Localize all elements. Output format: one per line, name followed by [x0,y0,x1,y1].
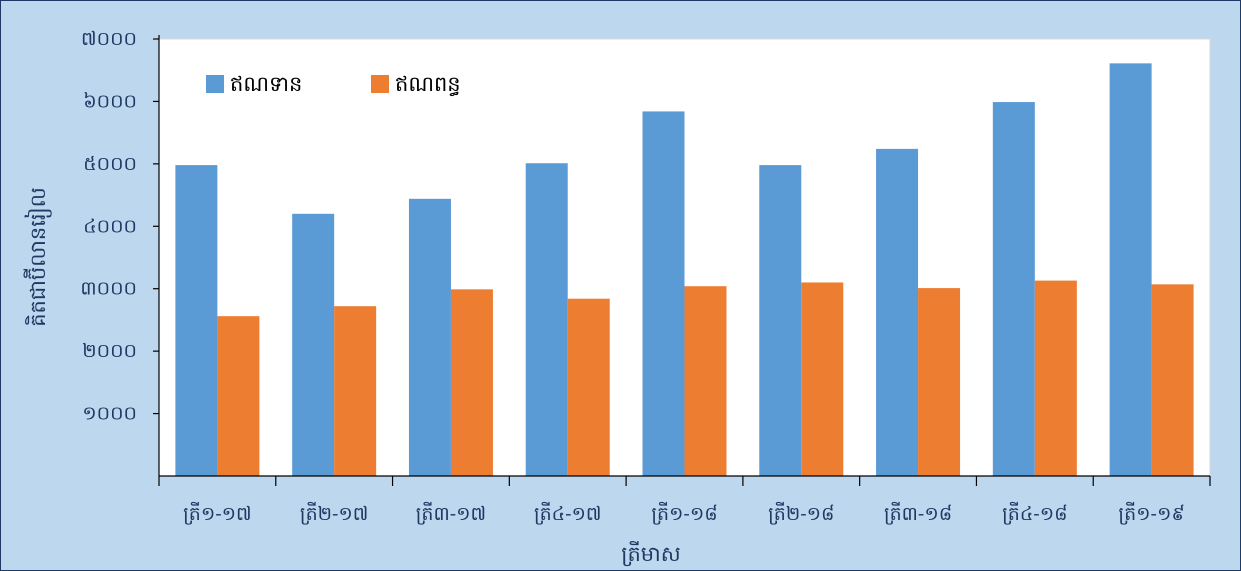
y-tick-label: ៥០០០ [83,153,137,175]
bar-credit-7 [992,102,1035,476]
x-axis-title: ត្រីមាស [621,541,681,567]
bar-credit-1 [292,213,335,477]
bar-credit-2 [408,198,451,476]
x-tick-label: ត្រី២-១៧ [300,501,369,525]
bar-debit-0 [217,316,260,476]
bar-debit-6 [918,288,961,476]
bar-debit-8 [1151,284,1194,476]
y-tick-label: ៣០០០ [80,278,137,300]
legend-swatch [371,75,389,93]
legend: ឥណទាន ឥណពន្ធ [206,72,461,97]
y-tick-label: ៤០០០ [83,215,137,237]
y-tick-label: ៧០០០ [81,28,137,50]
legend-label: ឥណទាន [230,72,302,96]
x-tick-label: ត្រី១-១៨ [651,501,717,525]
bar-credit-6 [876,148,919,477]
bar-credit-5 [759,165,802,476]
y-axis-title: គិតជាប៊ីលានរៀល [23,187,52,327]
bar-debit-4 [684,286,727,476]
legend-swatch [206,75,224,93]
bar-debit-1 [334,306,377,476]
x-tick-label: ត្រី២-១៨ [768,501,834,525]
x-tick-label: ត្រី៤-១៨ [1002,501,1067,525]
x-tick-label: ត្រី៣-១៨ [884,501,952,525]
y-tick-label: ២០០០ [82,340,137,362]
y-tick-label: ៦០០០ [83,90,137,112]
bar-debit-2 [450,289,493,476]
bar-credit-0 [175,165,218,476]
bar-credit-8 [1109,63,1152,477]
x-tick-label: ត្រី១-១៧ [183,501,252,525]
x-tick-label: ត្រី៤-១៧ [534,501,602,525]
legend-label: ឥណពន្ធ [395,72,461,97]
bar-credit-4 [642,111,685,476]
y-tick-label: ១០០០ [82,403,137,425]
bar-debit-3 [567,298,610,476]
x-tick-label: ត្រី៣-១៧ [416,501,486,525]
bar-debit-7 [1034,280,1077,476]
bar-credit-3 [525,163,568,477]
bars-group [175,63,1194,477]
x-tick-label: ត្រី១-១៩ [1118,501,1184,525]
bar-debit-5 [801,282,844,476]
